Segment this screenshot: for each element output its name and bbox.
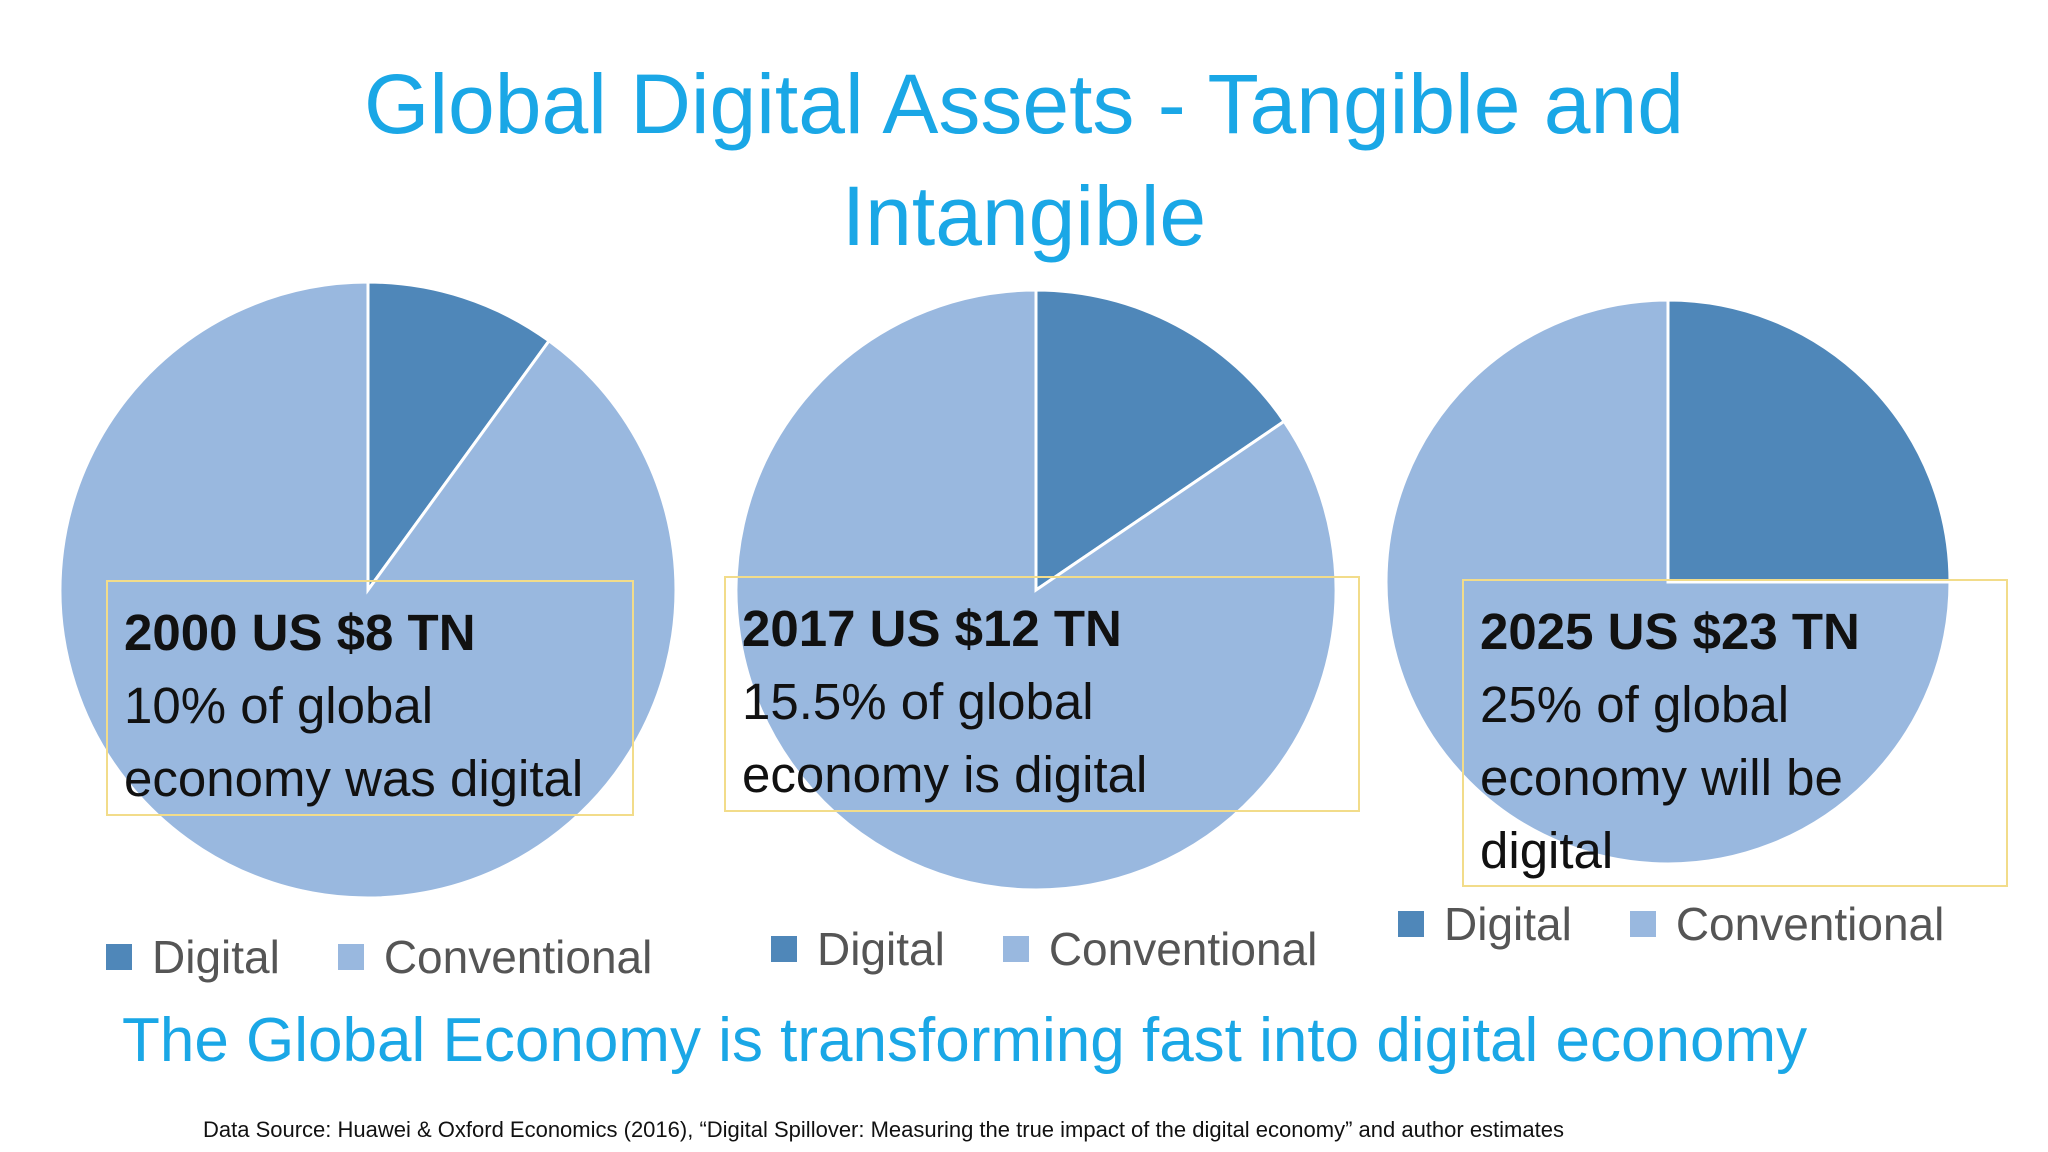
annotation-2000-line-1: 10% of global — [124, 677, 434, 734]
page-title: Global Digital Assets - Tangible and Int… — [0, 48, 2048, 272]
pie-slice-conventional — [58, 280, 678, 900]
annotation-2017: 2017 US $12 TN 15.5% of global economy i… — [724, 576, 1360, 812]
legend-label-conventional: Conventional — [1675, 898, 1945, 950]
pie-chart-2000 — [58, 280, 678, 900]
pie-chart-2025 — [1384, 298, 1952, 866]
annotation-2000: 2000 US $8 TN 10% of global economy was … — [106, 580, 634, 816]
legend-label-digital: Digital — [1444, 898, 1572, 950]
legend-item-conventional: Conventional — [1629, 897, 1945, 951]
legend-item-digital: Digital — [771, 922, 945, 976]
legend-2017: Digital Conventional — [771, 922, 1375, 976]
legend-label-digital: Digital — [817, 923, 945, 975]
legend-item-conventional: Conventional — [1002, 922, 1318, 976]
legend-item-digital: Digital — [1398, 897, 1572, 951]
annotation-2000-headline: 2000 US $8 TN — [124, 604, 476, 661]
legend-2025: Digital Conventional — [1398, 897, 2002, 951]
legend-swatch-conventional — [1629, 911, 1656, 937]
legend-2000: Digital Conventional — [106, 930, 710, 984]
legend-item-digital: Digital — [106, 930, 280, 984]
tagline: The Global Economy is transforming fast … — [122, 1006, 1808, 1075]
legend-swatch-digital — [106, 944, 132, 970]
annotation-2025: 2025 US $23 TN 25% of global economy wil… — [1462, 579, 2008, 887]
data-source: Data Source: Huawei & Oxford Economics (… — [203, 1117, 1564, 1142]
annotation-2025-line-3: digital — [1480, 822, 1614, 879]
annotation-2017-line-1: 15.5% of global — [742, 673, 1094, 730]
annotation-2025-line-2: economy will be — [1480, 749, 1843, 806]
pie-slice-conventional — [1384, 298, 1952, 866]
title-line-2: Intangible — [841, 169, 1207, 263]
legend-swatch-digital — [1398, 911, 1424, 937]
annotation-2025-headline: 2025 US $23 TN — [1480, 603, 1860, 660]
annotation-2017-line-2: economy is digital — [742, 746, 1148, 803]
legend-swatch-digital — [771, 936, 797, 962]
title-line-1: Global Digital Assets - Tangible and — [364, 57, 1684, 151]
legend-label-conventional: Conventional — [1048, 923, 1318, 975]
pie-slice-digital — [1666, 298, 1952, 584]
legend-label-digital: Digital — [152, 931, 280, 983]
pie-slice-conventional — [734, 288, 1338, 892]
pie-slice-digital — [366, 280, 552, 595]
pie-chart-2017 — [734, 288, 1338, 892]
legend-swatch-conventional — [337, 944, 364, 970]
pie-slice-digital — [1034, 288, 1287, 593]
annotation-2000-line-2: economy was digital — [124, 750, 584, 807]
annotation-2017-headline: 2017 US $12 TN — [742, 600, 1122, 657]
legend-label-conventional: Conventional — [383, 931, 653, 983]
legend-item-conventional: Conventional — [337, 930, 653, 984]
annotation-2025-line-1: 25% of global — [1480, 676, 1790, 733]
legend-swatch-conventional — [1002, 936, 1029, 962]
